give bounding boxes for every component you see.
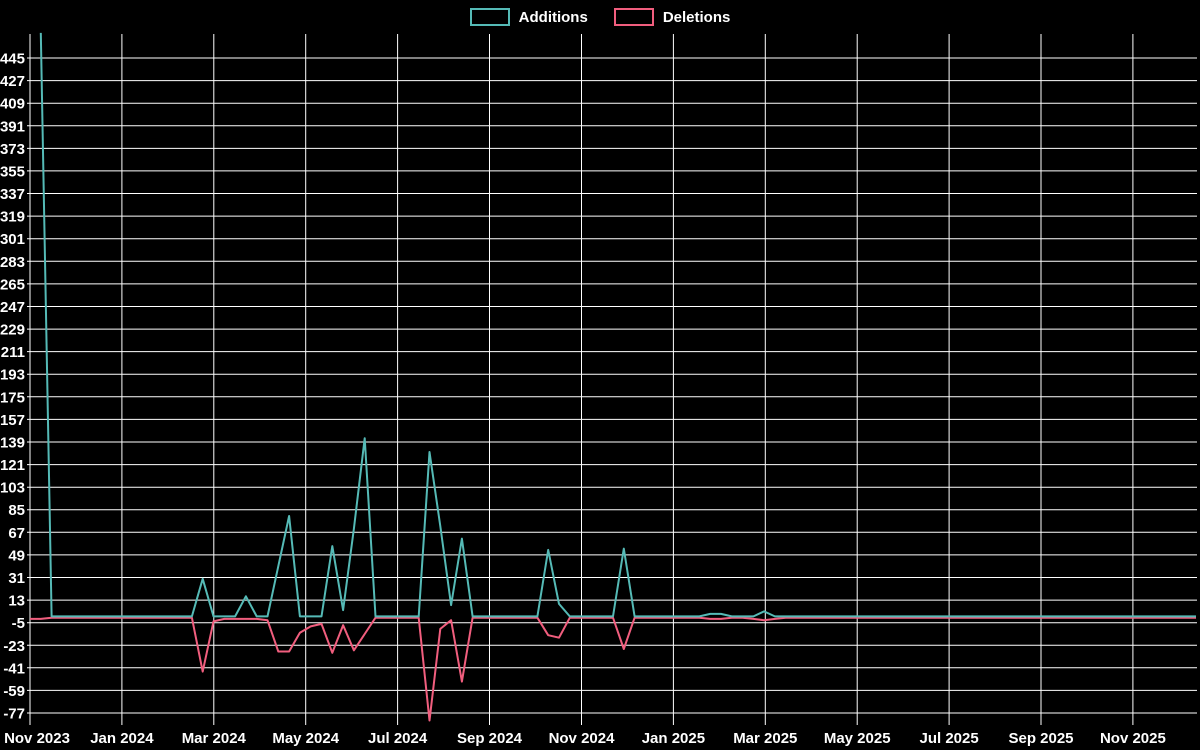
y-tick-label: 13 bbox=[8, 593, 25, 610]
x-tick-label: Nov 2025 bbox=[1100, 730, 1166, 747]
x-axis-tick-labels: Nov 2023 Jan 2024 Mar 2024 May 2024 Jul 2024… bbox=[4, 730, 1166, 747]
chart-legend: Additions Deletions bbox=[0, 8, 1200, 26]
y-tick-label: 67 bbox=[8, 525, 25, 542]
y-tick-label: 193 bbox=[0, 367, 25, 384]
y-tick-label: 85 bbox=[8, 502, 25, 519]
x-tick-label: Sep 2024 bbox=[457, 730, 523, 747]
y-tick-label: 229 bbox=[0, 322, 25, 339]
y-tick-label: 49 bbox=[8, 547, 25, 564]
y-tick-label: 31 bbox=[8, 570, 25, 587]
y-tick-label: 157 bbox=[0, 412, 25, 429]
y-tick-label: 373 bbox=[0, 141, 25, 158]
additions-line bbox=[39, 32, 1196, 618]
y-tick-label: 319 bbox=[0, 209, 25, 226]
y-tick-label: 445 bbox=[0, 51, 25, 68]
y-tick-label: 211 bbox=[1, 344, 25, 361]
y-tick-label: 247 bbox=[0, 299, 25, 316]
x-tick-label: Nov 2024 bbox=[549, 730, 616, 747]
legend-label-deletions: Deletions bbox=[662, 8, 731, 26]
deletions-swatch-icon bbox=[613, 8, 654, 26]
y-tick-label: -41 bbox=[3, 660, 25, 677]
x-tick-label: Jul 2024 bbox=[368, 730, 428, 747]
x-tick-label: Jan 2025 bbox=[642, 730, 705, 747]
y-tick-label: 139 bbox=[0, 435, 25, 452]
y-tick-label: 175 bbox=[0, 389, 25, 406]
legend-item-deletions[interactable]: Deletions bbox=[613, 8, 731, 26]
gridlines-horizontal bbox=[27, 57, 1197, 714]
x-tick-label: Nov 2023 bbox=[4, 730, 70, 747]
y-tick-label: 103 bbox=[0, 480, 25, 497]
gridlines-vertical bbox=[29, 34, 1134, 725]
y-tick-label: -5 bbox=[12, 615, 25, 632]
x-tick-label: May 2024 bbox=[272, 730, 339, 747]
y-axis-tick-labels: 445 427 409 391 373 355 337 319 301 283 265 247 229 2… bbox=[0, 51, 25, 723]
y-tick-label: 355 bbox=[0, 163, 25, 180]
x-tick-label: Jul 2025 bbox=[919, 730, 978, 747]
y-tick-label: 283 bbox=[0, 254, 25, 271]
x-tick-label: May 2025 bbox=[824, 730, 891, 747]
x-tick-label: Jan 2024 bbox=[90, 730, 154, 747]
legend-item-additions[interactable]: Additions bbox=[469, 8, 588, 26]
y-tick-label: 301 bbox=[0, 231, 25, 248]
y-tick-label: 427 bbox=[0, 73, 25, 90]
additions-swatch-icon bbox=[469, 8, 510, 26]
y-tick-label: 121 bbox=[0, 457, 25, 474]
y-tick-label: 391 bbox=[0, 118, 25, 135]
y-tick-label: -77 bbox=[3, 706, 25, 723]
legend-label-additions: Additions bbox=[518, 8, 588, 26]
x-tick-label: Sep 2025 bbox=[1008, 730, 1073, 747]
y-tick-label: 337 bbox=[0, 186, 25, 203]
x-tick-label: Mar 2024 bbox=[182, 730, 247, 747]
y-tick-label: -59 bbox=[3, 683, 25, 700]
y-tick-label: -23 bbox=[3, 638, 25, 655]
y-tick-label: 409 bbox=[0, 96, 25, 113]
y-tick-label: 265 bbox=[0, 276, 25, 293]
deletions-line bbox=[30, 616, 1196, 722]
x-tick-label: Mar 2025 bbox=[733, 730, 797, 747]
